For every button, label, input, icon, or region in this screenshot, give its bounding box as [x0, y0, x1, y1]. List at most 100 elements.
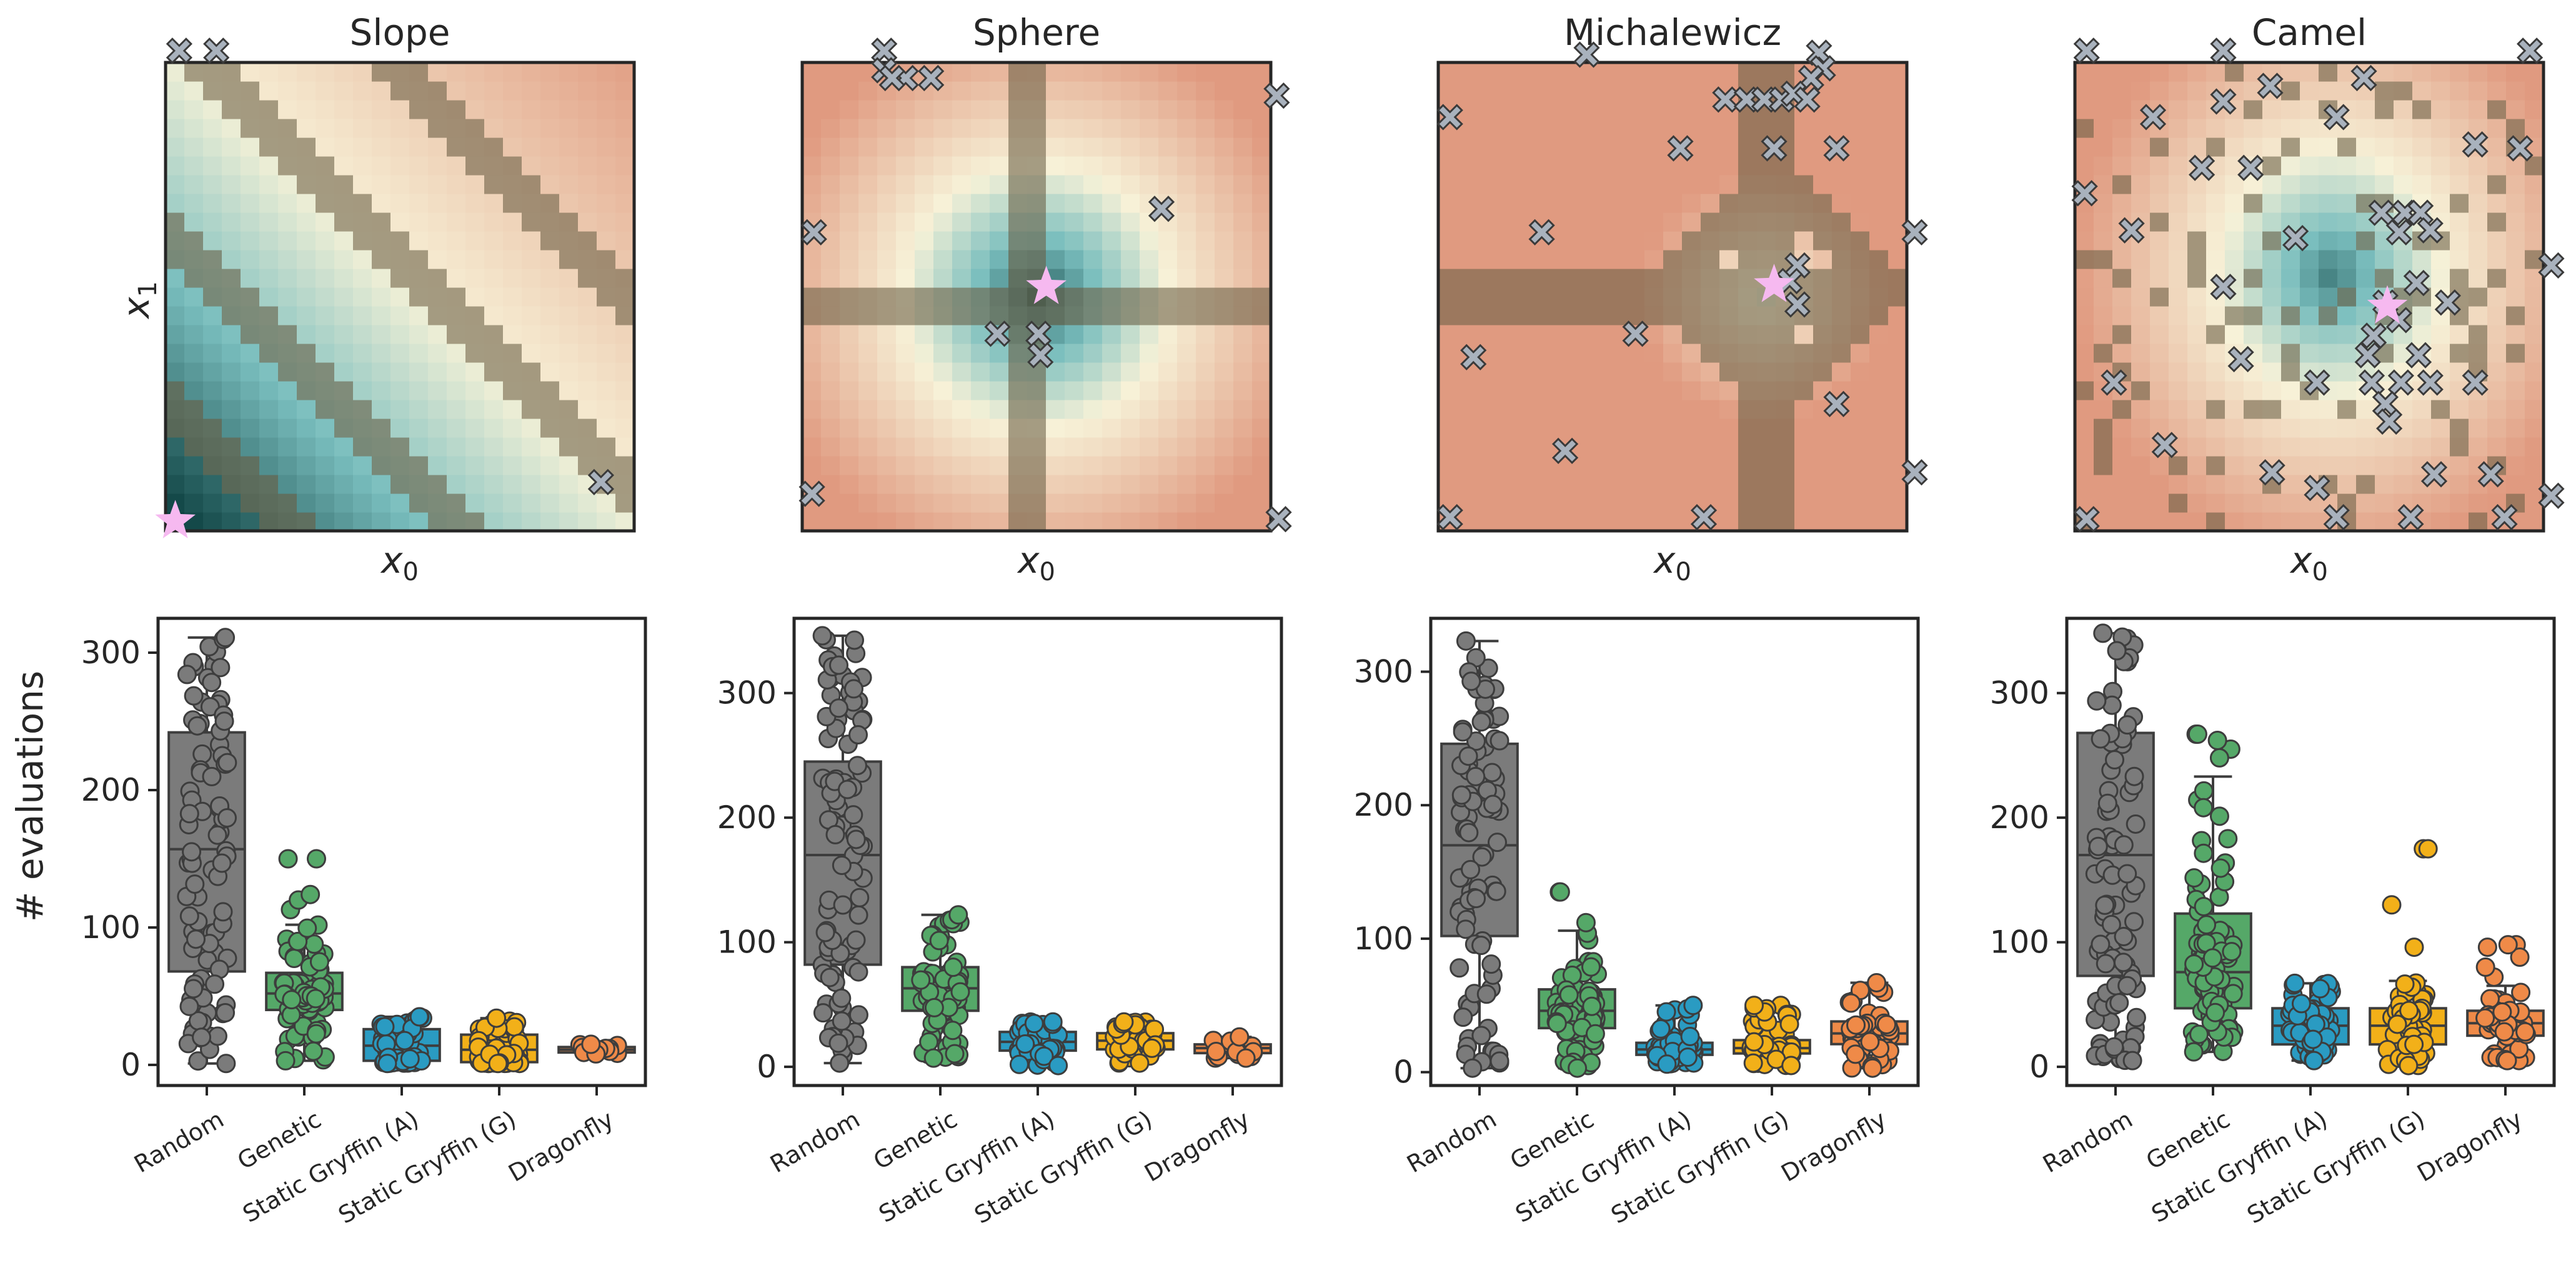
surface-cell	[503, 381, 522, 400]
surface-cell	[1457, 250, 1476, 269]
surface-cell	[896, 231, 915, 250]
surface-cell	[2169, 137, 2188, 157]
surface-cell	[1757, 119, 1776, 138]
surface-cell	[241, 156, 260, 176]
surface-cell	[1065, 362, 1084, 382]
surface-cell	[1607, 437, 1626, 457]
box-static-gryffin-a	[998, 1012, 1077, 1076]
surface-cell	[858, 325, 878, 344]
surface-cell	[1682, 456, 1701, 475]
surface-cell	[2487, 269, 2507, 288]
surface-cell	[2506, 194, 2525, 213]
surface-cell	[447, 81, 466, 101]
data-point	[1867, 972, 1887, 992]
surface-cell	[1738, 119, 1758, 138]
sample-marker	[2151, 432, 2178, 458]
surface-cell	[1738, 175, 1758, 194]
surface-cell	[2206, 231, 2225, 250]
surface-cell	[2337, 231, 2357, 250]
surface-cell	[447, 400, 466, 419]
data-point	[192, 744, 212, 764]
surface-cell	[2075, 418, 2094, 438]
surface-cell	[2262, 119, 2282, 138]
data-point	[812, 626, 832, 646]
sample-marker	[918, 64, 945, 92]
surface-cell	[2225, 212, 2244, 232]
surface-cell	[184, 362, 204, 382]
surface-cell	[166, 381, 185, 400]
surface-cell	[1177, 381, 1196, 400]
surface-cell	[278, 119, 297, 138]
surface-cell	[802, 287, 822, 307]
surface-cell	[840, 344, 859, 363]
surface-cell	[952, 418, 972, 438]
surface-cell	[1083, 287, 1103, 307]
surface-cell	[1177, 137, 1196, 157]
strip-points	[2182, 725, 2244, 1062]
surface-cell	[334, 418, 354, 438]
surface-cell	[522, 100, 541, 119]
surface-cell	[316, 512, 335, 532]
surface-cell	[1738, 306, 1758, 325]
surface-cell	[2375, 62, 2394, 82]
surface-cell	[1644, 512, 1664, 532]
surface-cell	[278, 362, 297, 382]
data-point	[182, 842, 202, 862]
surface-cell	[1588, 212, 1608, 232]
surface-cell	[1438, 269, 1458, 288]
surface-cell	[559, 400, 579, 419]
surface-cell	[2262, 306, 2282, 325]
surface-cell	[1532, 493, 1551, 513]
surface-cell	[1196, 175, 1215, 194]
surface-cell	[933, 456, 953, 475]
data-point	[2285, 973, 2305, 993]
surface-cell	[2525, 381, 2544, 400]
surface-cell	[241, 437, 260, 457]
surface-cell	[484, 269, 504, 288]
surface-cell	[297, 119, 316, 138]
surface-cell	[1663, 250, 1683, 269]
surface-cell	[578, 362, 597, 382]
surface-cell	[278, 287, 297, 307]
surface-cell	[1252, 306, 1271, 325]
surface-cell	[297, 493, 316, 513]
surface-cell	[447, 119, 466, 138]
data-point	[213, 902, 233, 922]
surface-cell	[2094, 250, 2113, 269]
surface-cell	[1869, 456, 1889, 475]
surface-cell	[1719, 344, 1739, 363]
surface-cell	[877, 456, 897, 475]
surface-cell	[2337, 156, 2357, 176]
surface-cell	[2525, 194, 2544, 213]
surface-cell	[1177, 418, 1196, 438]
surface-cell	[184, 250, 204, 269]
surface-cell	[915, 156, 934, 176]
sample-marker	[2259, 459, 2285, 486]
surface-cell	[2431, 119, 2450, 138]
surface-cell	[933, 156, 953, 176]
surface-cell	[2094, 212, 2113, 232]
surface-cell	[559, 381, 579, 400]
surface-cell	[2431, 493, 2450, 513]
surface-cell	[2506, 269, 2525, 288]
surface-cell	[2262, 512, 2282, 532]
surface-cell	[241, 493, 260, 513]
sample-marker	[2403, 270, 2430, 297]
surface-cell	[1215, 456, 1234, 475]
surface-cell	[1177, 269, 1196, 288]
surface-cell	[372, 344, 391, 363]
surface-cell	[1102, 475, 1121, 494]
surface-cell	[522, 156, 541, 176]
surface-cell	[428, 418, 447, 438]
surface-cell	[933, 325, 953, 344]
surface-cell	[1682, 194, 1701, 213]
surface-cell	[241, 194, 260, 213]
surface-cell	[1046, 81, 1065, 101]
surface-cell	[2525, 100, 2544, 119]
surface-cell	[203, 306, 222, 325]
surface-cell	[1701, 62, 1720, 82]
surface-cell	[1832, 512, 1851, 532]
surface-cell	[465, 456, 485, 475]
surface-cell	[2281, 287, 2300, 307]
surface-cell	[2319, 250, 2338, 269]
